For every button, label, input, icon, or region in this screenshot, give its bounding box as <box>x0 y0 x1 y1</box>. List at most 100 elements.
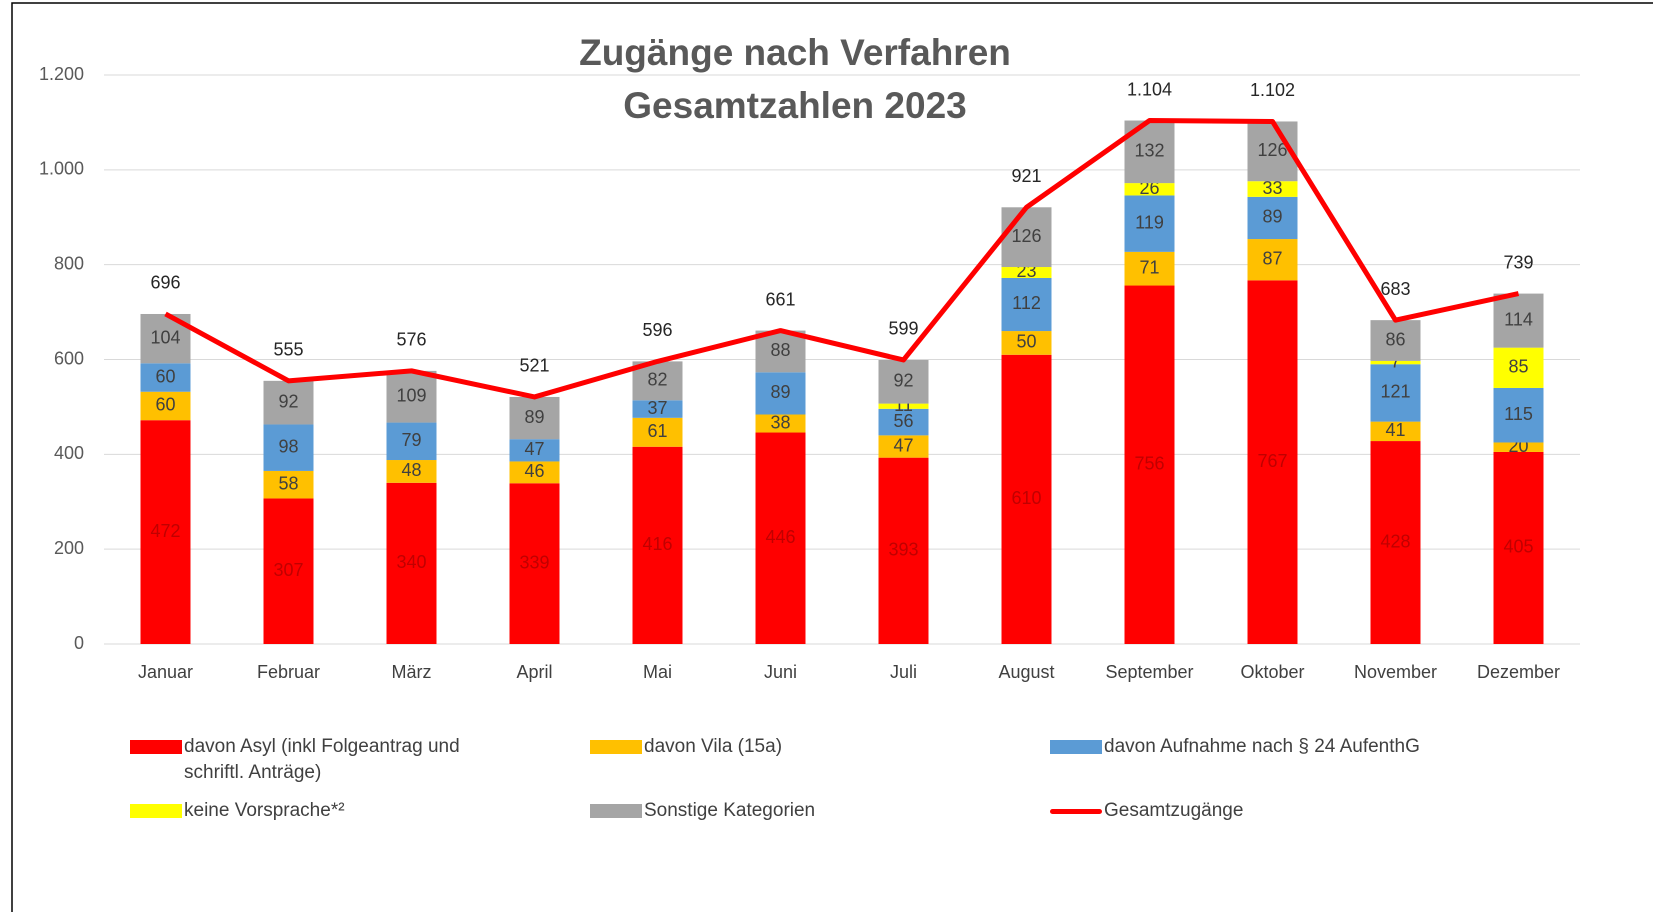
bar-segment <box>386 482 437 644</box>
bar-segment <box>878 435 929 458</box>
bar-segment <box>755 414 806 433</box>
bar-segment <box>1493 387 1544 443</box>
data-label: 109 <box>396 385 426 405</box>
legend-label: davon Asyl (inkl Folgeantrag und schrift… <box>184 736 460 783</box>
bar-segment <box>386 370 437 423</box>
bar-segment <box>1124 251 1175 286</box>
y-tick-label: 0 <box>74 633 84 653</box>
legend-item: davon Aufnahme nach § 24 AufenthG <box>1050 734 1530 760</box>
data-label: 82 <box>647 370 667 390</box>
data-label: 89 <box>1262 207 1282 227</box>
bar-segment <box>140 363 191 392</box>
y-tick-label: 400 <box>54 443 84 463</box>
x-tick-label: März <box>392 662 432 682</box>
bar-segment <box>1493 442 1544 452</box>
data-label: 416 <box>642 534 672 554</box>
data-label: 33 <box>1262 178 1282 198</box>
data-label: 126 <box>1257 140 1287 160</box>
bar-segment <box>140 420 191 644</box>
data-label: 115 <box>1504 404 1533 424</box>
legend-label: keine Vorsprache*² <box>184 800 345 821</box>
legend-label: davon Aufnahme nach § 24 AufenthG <box>1104 736 1420 757</box>
y-tick-label: 800 <box>54 253 84 273</box>
bar-segment <box>755 432 806 644</box>
legend-label: Sonstige Kategorien <box>644 800 816 821</box>
data-label: 104 <box>150 327 180 347</box>
data-label: 446 <box>765 527 795 547</box>
bar-segment <box>386 460 437 483</box>
bar-segment <box>1370 441 1421 644</box>
bar-segment <box>1001 331 1052 355</box>
bar-segment <box>1247 181 1298 197</box>
bar-segment <box>1493 451 1544 644</box>
legend-swatch <box>590 804 642 818</box>
x-tick-label: Juni <box>764 662 797 682</box>
data-label: 56 <box>893 411 913 431</box>
legend-label: Gesamtzugänge <box>1104 800 1244 821</box>
x-tick-label: April <box>516 662 552 682</box>
data-label: 37 <box>647 398 667 418</box>
bar-segment <box>1001 277 1052 332</box>
data-label: 60 <box>155 395 175 415</box>
data-label: 112 <box>1012 293 1041 313</box>
bar-segment <box>632 417 683 447</box>
bar-segment <box>632 446 683 644</box>
total-label: 683 <box>1380 279 1410 299</box>
data-label: 86 <box>1385 329 1405 349</box>
total-label: 1.104 <box>1127 79 1172 99</box>
bar-segment <box>1001 267 1052 278</box>
data-label: 47 <box>893 435 913 455</box>
data-label: 46 <box>524 461 544 481</box>
bar-segment <box>1493 293 1544 348</box>
bar-segment <box>1247 280 1298 644</box>
bar-segment <box>1124 285 1175 644</box>
y-tick-label: 1.000 <box>39 159 84 179</box>
data-label: 132 <box>1134 141 1164 161</box>
x-tick-label: Oktober <box>1240 662 1304 682</box>
data-label: 41 <box>1385 420 1405 440</box>
data-label: 393 <box>888 540 918 560</box>
data-label: 85 <box>1508 357 1528 377</box>
legend-swatch <box>130 740 182 754</box>
data-label: 88 <box>770 340 790 360</box>
data-label: 48 <box>401 460 421 480</box>
bar-segment <box>509 483 560 644</box>
data-label: 89 <box>524 407 544 427</box>
data-label: 114 <box>1504 309 1533 329</box>
data-label: 756 <box>1134 454 1164 474</box>
data-label: 92 <box>893 371 913 391</box>
data-label: 92 <box>278 391 298 411</box>
bar-segment <box>755 372 806 415</box>
bar-segment <box>1124 183 1175 196</box>
x-tick-label: November <box>1354 662 1437 682</box>
data-label: 340 <box>396 552 426 572</box>
bar-segment <box>263 424 314 471</box>
bar-segment <box>140 391 191 421</box>
bar-segment <box>1370 320 1421 361</box>
data-label: 98 <box>278 436 298 456</box>
data-label: 50 <box>1016 332 1036 352</box>
x-tick-label: Dezember <box>1477 662 1560 682</box>
legend-swatch <box>130 804 182 818</box>
y-tick-label: 600 <box>54 348 84 368</box>
total-label: 555 <box>273 340 303 360</box>
total-label: 696 <box>150 273 180 293</box>
data-label: 79 <box>401 430 421 450</box>
bar-segment <box>1124 195 1175 252</box>
bar-segment <box>755 330 806 373</box>
data-label: 60 <box>155 366 175 386</box>
data-label: 121 <box>1380 382 1410 402</box>
bar-segment <box>263 470 314 499</box>
total-label: 1.102 <box>1250 80 1295 100</box>
legend-swatch <box>590 740 642 754</box>
bar-segment <box>509 461 560 484</box>
x-tick-label: Juli <box>890 662 917 682</box>
x-tick-label: Mai <box>643 662 672 682</box>
total-label: 599 <box>888 319 918 339</box>
bar-segment <box>878 403 929 409</box>
bar-segment <box>878 408 929 436</box>
legend-item: davon Vila (15a) <box>590 734 1070 760</box>
data-label: 339 <box>519 552 549 572</box>
